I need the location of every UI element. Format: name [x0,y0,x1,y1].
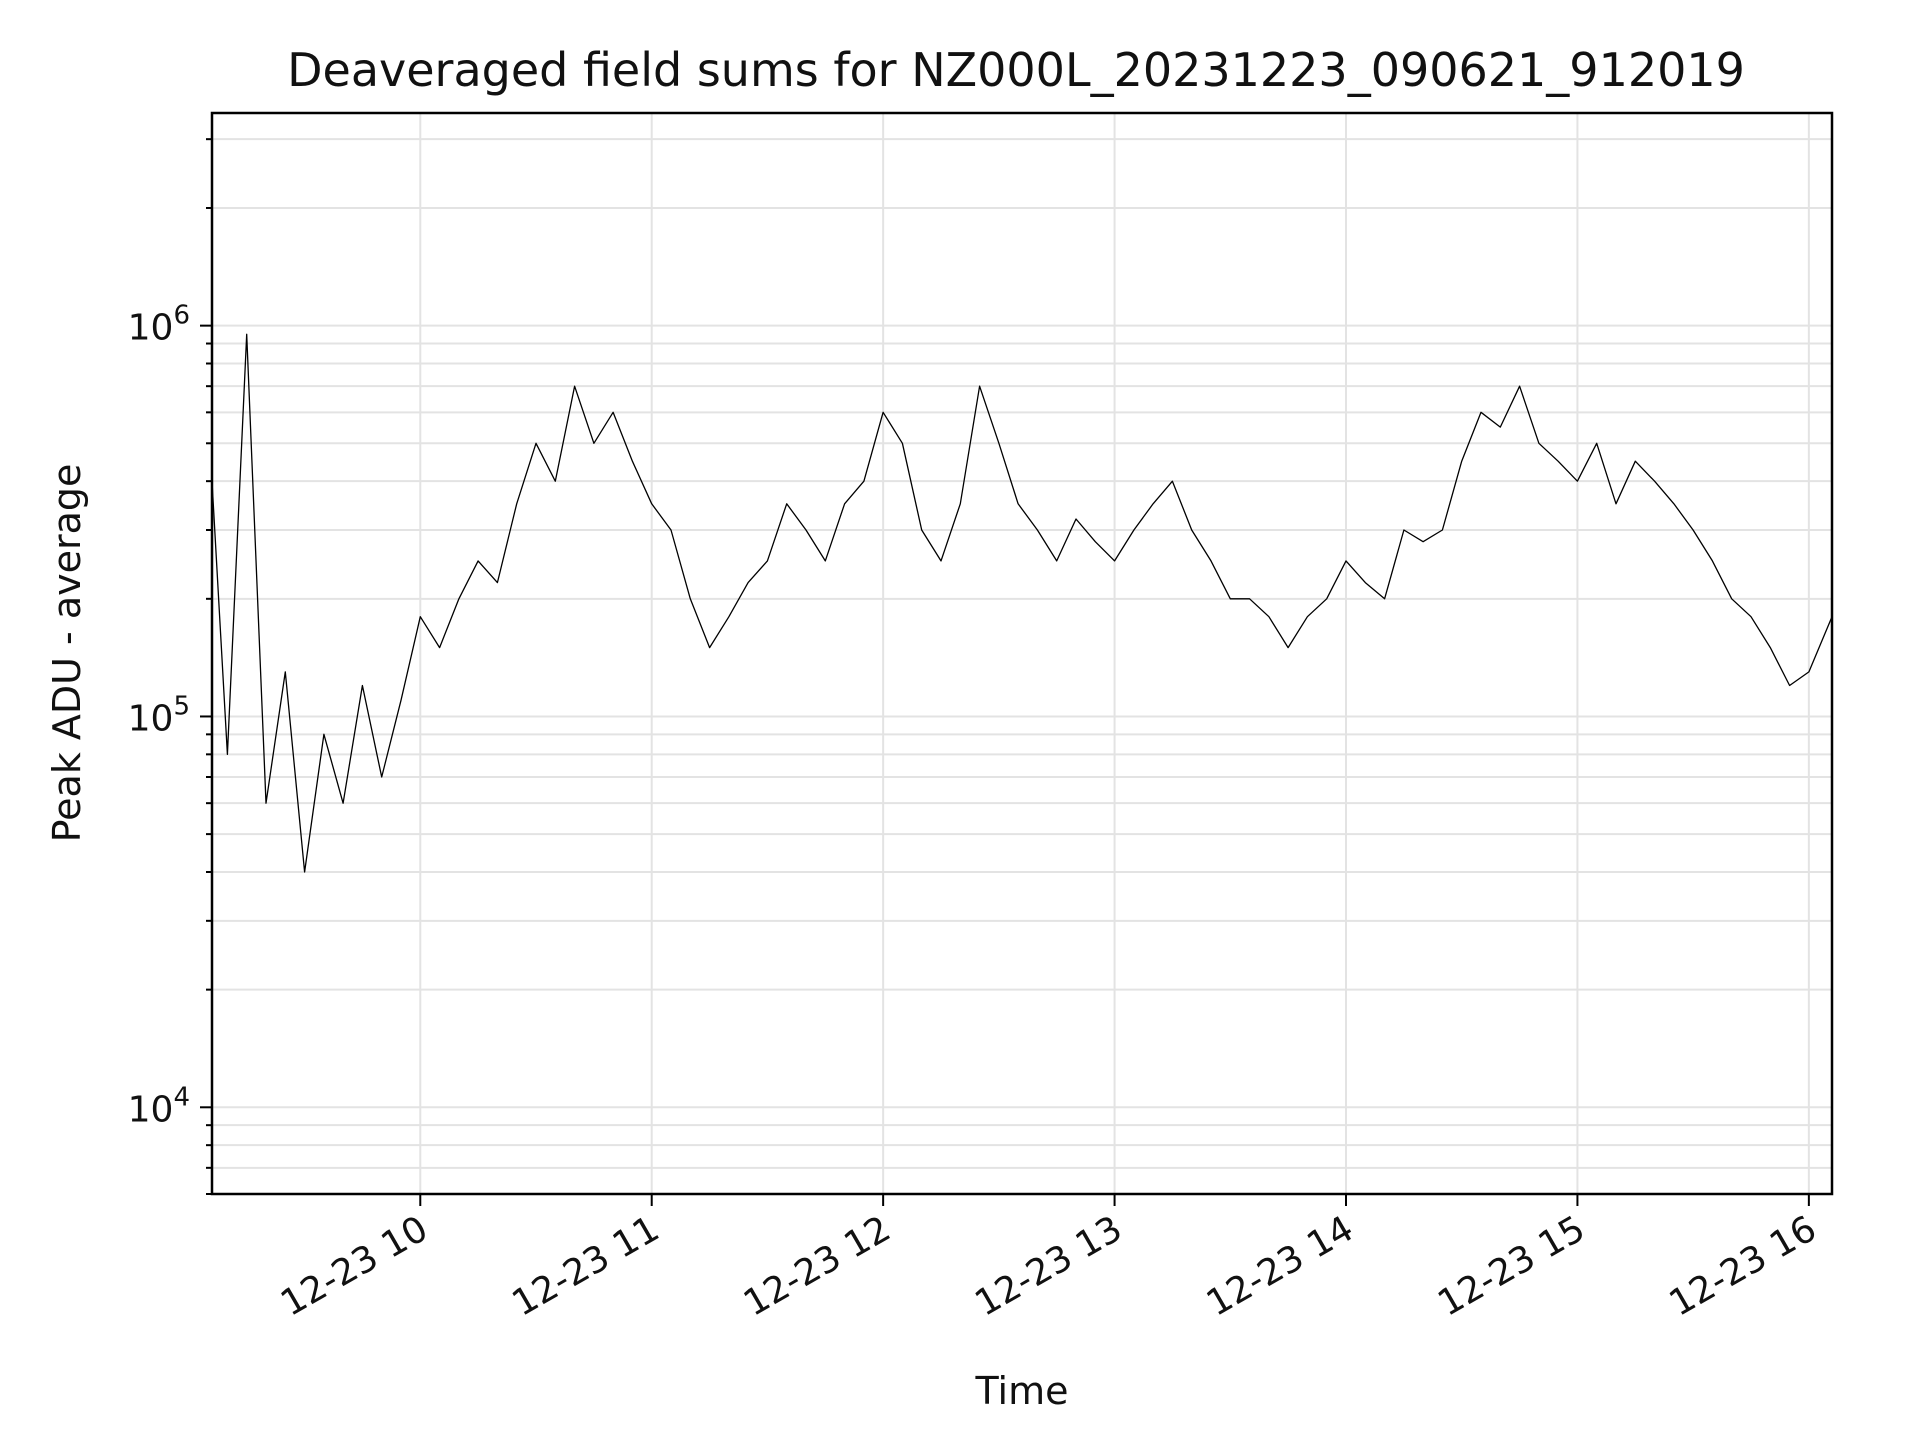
x-tick-label: 12-23 13 [968,1208,1129,1324]
y-tick-label: 105 [128,691,190,739]
x-tick-label: 12-23 16 [1663,1208,1824,1324]
y-tick-label: 104 [128,1082,190,1130]
plot-frame [210,111,1834,1196]
plot-background [212,113,1832,1194]
x-tick-label: 12-23 12 [737,1208,898,1324]
x-tick-label: 12-23 11 [506,1208,667,1324]
plot-area: 12-23 10 12-23 11 12-23 12 12-23 13 12-23 14… [128,111,1834,1325]
series-line [211,333,1833,873]
y-axis-label: Peak ADU - average [45,464,89,843]
minor-gridlines [212,138,1832,1195]
y-axis-ticks: 104 105 106 [128,138,212,1195]
y-tick-label: 106 [128,301,190,349]
x-tick-label: 12-23 15 [1431,1208,1592,1324]
chart-title: Deaveraged field sums for NZ000L_2023122… [287,43,1745,97]
x-tick-label: 12-23 10 [274,1208,435,1324]
x-axis-label: Time [975,1369,1069,1413]
x-axis-ticks: 12-23 10 12-23 11 12-23 12 12-23 13 12-23 14… [274,1194,1823,1325]
x-tick-label: 12-23 14 [1200,1208,1361,1324]
major-gridlines [212,113,1832,1194]
